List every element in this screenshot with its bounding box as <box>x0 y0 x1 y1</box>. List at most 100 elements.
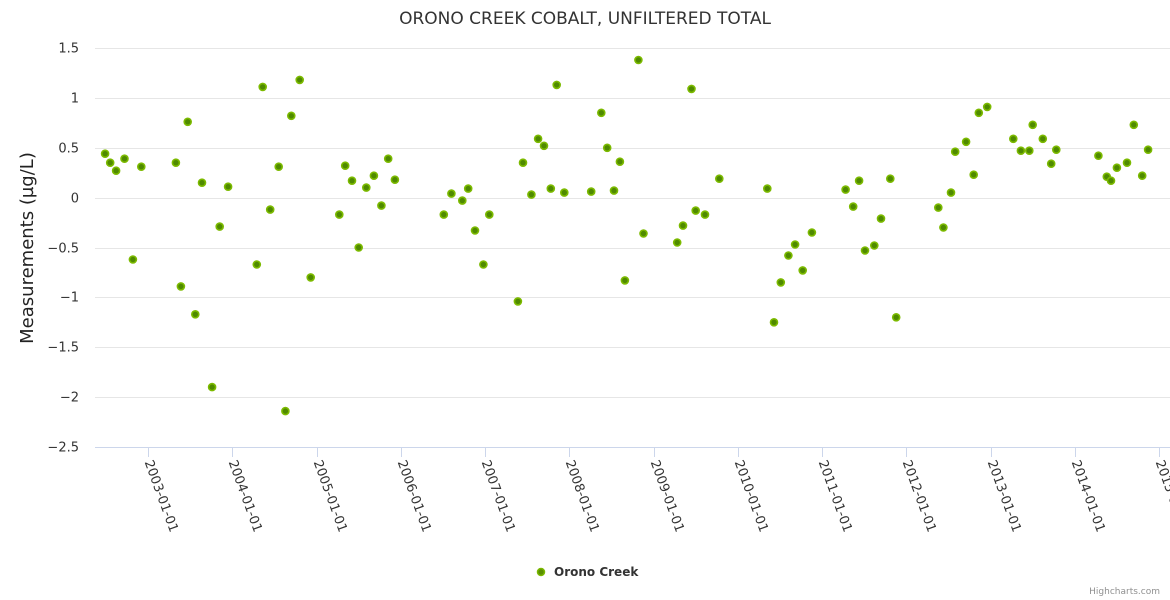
data-point[interactable] <box>854 176 864 185</box>
data-point[interactable] <box>807 228 817 237</box>
data-point[interactable] <box>678 221 688 230</box>
legend-item-orono-creek[interactable]: Orono Creek <box>536 565 640 579</box>
data-point[interactable] <box>620 276 630 285</box>
data-point[interactable] <box>1046 159 1056 168</box>
data-point[interactable] <box>1038 134 1048 144</box>
data-point[interactable] <box>390 175 400 184</box>
data-point[interactable] <box>672 238 682 247</box>
data-point[interactable] <box>609 186 619 195</box>
data-point[interactable] <box>1143 145 1153 154</box>
data-point[interactable] <box>552 80 562 90</box>
data-point[interactable] <box>281 406 290 416</box>
data-point[interactable] <box>383 154 393 163</box>
data-point[interactable] <box>860 246 870 255</box>
data-point[interactable] <box>484 210 494 219</box>
data-point[interactable] <box>939 223 948 232</box>
data-point[interactable] <box>891 312 901 322</box>
data-point[interactable] <box>639 229 648 238</box>
data-point[interactable] <box>347 176 357 185</box>
data-point[interactable] <box>128 255 138 264</box>
data-point[interactable] <box>207 382 217 392</box>
data-point[interactable] <box>596 108 606 118</box>
data-point[interactable] <box>354 243 364 252</box>
data-point[interactable] <box>950 147 960 156</box>
data-point[interactable] <box>513 297 523 306</box>
data-point[interactable] <box>361 183 371 192</box>
data-point[interactable] <box>1025 146 1034 155</box>
data-point[interactable] <box>137 162 146 171</box>
data-point[interactable] <box>1052 145 1061 154</box>
data-point[interactable] <box>602 143 612 153</box>
data-point[interactable] <box>197 178 207 187</box>
data-point[interactable] <box>687 84 696 94</box>
data-point[interactable] <box>784 251 793 260</box>
series-orono-creek[interactable] <box>100 55 1153 416</box>
data-point[interactable] <box>176 282 186 291</box>
data-point[interactable] <box>776 278 786 287</box>
data-point[interactable] <box>306 273 316 282</box>
data-point[interactable] <box>274 162 284 171</box>
data-point[interactable] <box>876 214 886 223</box>
data-point[interactable] <box>559 188 569 197</box>
data-point[interactable] <box>1112 163 1122 172</box>
data-point[interactable] <box>215 222 224 231</box>
data-point[interactable] <box>714 174 724 183</box>
data-point[interactable] <box>1106 176 1116 185</box>
data-point[interactable] <box>615 157 625 166</box>
data-point[interactable] <box>848 202 858 211</box>
data-point[interactable] <box>340 161 350 170</box>
data-point[interactable] <box>1122 158 1132 167</box>
data-point[interactable] <box>946 188 956 197</box>
data-point[interactable] <box>869 241 879 250</box>
data-point[interactable] <box>841 185 850 194</box>
data-point[interactable] <box>105 158 115 167</box>
data-point[interactable] <box>933 203 943 212</box>
data-point[interactable] <box>790 240 800 249</box>
data-point[interactable] <box>1016 146 1026 155</box>
data-point[interactable] <box>700 210 710 219</box>
data-point[interactable] <box>527 190 536 199</box>
data-point[interactable] <box>258 82 268 92</box>
data-point[interactable] <box>191 309 200 319</box>
data-point[interactable] <box>439 210 449 219</box>
data-point[interactable] <box>1028 120 1037 130</box>
data-point[interactable] <box>634 55 643 65</box>
data-point[interactable] <box>111 166 121 175</box>
data-point[interactable] <box>969 170 979 179</box>
data-point[interactable] <box>252 260 262 269</box>
data-point[interactable] <box>1008 134 1018 144</box>
highcharts-credit[interactable]: Highcharts.com <box>1089 587 1160 597</box>
data-point[interactable] <box>1137 171 1147 180</box>
data-point[interactable] <box>691 206 701 215</box>
data-point[interactable] <box>885 174 895 183</box>
data-point[interactable] <box>223 182 233 191</box>
data-point[interactable] <box>518 158 528 167</box>
data-point[interactable] <box>470 226 480 235</box>
data-point[interactable] <box>369 171 379 180</box>
data-point[interactable] <box>334 210 344 219</box>
data-point[interactable] <box>769 317 779 327</box>
data-point[interactable] <box>457 196 467 205</box>
data-point[interactable] <box>982 102 992 112</box>
data-point[interactable] <box>100 149 110 158</box>
data-point[interactable] <box>171 158 181 167</box>
data-point[interactable] <box>183 117 192 127</box>
data-point[interactable] <box>533 134 543 144</box>
data-point[interactable] <box>1129 120 1139 130</box>
data-point[interactable] <box>447 189 456 198</box>
data-point[interactable] <box>286 111 296 121</box>
data-point[interactable] <box>479 260 488 269</box>
data-point[interactable] <box>539 141 549 151</box>
data-point[interactable] <box>120 154 129 163</box>
data-point[interactable] <box>974 108 984 118</box>
data-point[interactable] <box>961 137 971 147</box>
data-point[interactable] <box>546 184 556 193</box>
data-point[interactable] <box>1094 151 1103 160</box>
data-point[interactable] <box>295 75 305 85</box>
data-point[interactable] <box>377 201 386 210</box>
data-point[interactable] <box>463 184 473 193</box>
data-point[interactable] <box>798 266 808 275</box>
data-point[interactable] <box>762 184 772 193</box>
data-point[interactable] <box>265 205 275 214</box>
data-point[interactable] <box>586 187 596 196</box>
